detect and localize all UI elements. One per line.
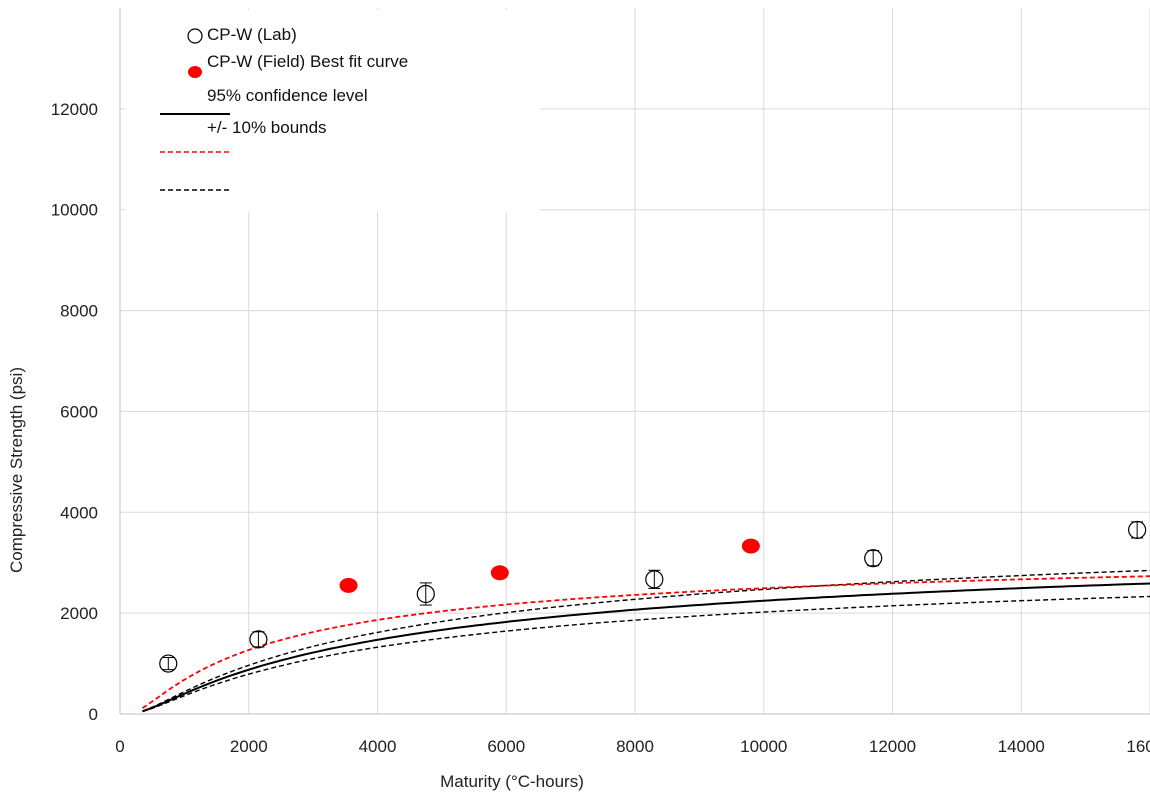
legend-field-label: CP-W (Field) Best fit curve bbox=[207, 52, 408, 71]
x-tick-label: 14000 bbox=[998, 737, 1045, 756]
lab-data-point bbox=[1128, 520, 1147, 540]
upper-bound-curve bbox=[142, 569, 1150, 712]
legend-background bbox=[125, 10, 540, 212]
legend-lab-marker bbox=[187, 28, 203, 44]
x-tick-label: 16000 bbox=[1126, 737, 1150, 756]
x-tick-label: 6000 bbox=[487, 737, 525, 756]
x-tick-label: 10000 bbox=[740, 737, 787, 756]
field-data-point bbox=[741, 538, 760, 554]
x-tick-labels: 0 2000 4000 6000 8000 10000 12000 14000 16000 bbox=[115, 737, 1150, 756]
y-tick-label: 6000 bbox=[60, 402, 98, 421]
x-tick-label: 0 bbox=[115, 737, 124, 756]
y-tick-label: 12000 bbox=[51, 100, 98, 119]
y-tick-label: 2000 bbox=[60, 604, 98, 623]
field-data-point bbox=[490, 565, 509, 581]
lab-best-fit-curve bbox=[142, 582, 1150, 713]
field-best-fit-curve bbox=[142, 575, 1150, 709]
legend-field-marker bbox=[188, 66, 202, 78]
fit-curves bbox=[142, 569, 1150, 713]
y-tick-label: 8000 bbox=[60, 302, 98, 321]
x-axis-title: Maturity (°C-hours) bbox=[440, 772, 584, 791]
legend-bounds-label: +/- 10% bounds bbox=[207, 118, 327, 137]
y-tick-labels: 0 2000 4000 6000 8000 10000 12000 bbox=[51, 100, 98, 724]
lab-data-point bbox=[416, 584, 435, 604]
legend-lab-label: CP-W (Lab) bbox=[207, 25, 297, 44]
lab-data-point bbox=[864, 549, 883, 568]
y-axis-title: Compressive Strength (psi) bbox=[7, 367, 26, 573]
x-tick-label: 4000 bbox=[359, 737, 397, 756]
lab-data-point bbox=[645, 570, 664, 589]
x-tick-label: 8000 bbox=[616, 737, 654, 756]
field-data-point bbox=[339, 577, 358, 593]
lab-data-point bbox=[159, 654, 178, 673]
y-tick-label: 4000 bbox=[60, 503, 98, 522]
legend-ci-label: 95% confidence level bbox=[207, 86, 368, 105]
x-tick-label: 2000 bbox=[230, 737, 268, 756]
data-points bbox=[159, 520, 1147, 673]
legend: CP-W (Lab) CP-W (Field) Best fit curve 9… bbox=[160, 25, 408, 191]
y-tick-label: 10000 bbox=[51, 201, 98, 220]
lab-data-point bbox=[249, 630, 268, 649]
x-tick-label: 12000 bbox=[869, 737, 916, 756]
lower-bound-curve bbox=[142, 595, 1150, 713]
y-tick-label: 0 bbox=[89, 705, 98, 724]
